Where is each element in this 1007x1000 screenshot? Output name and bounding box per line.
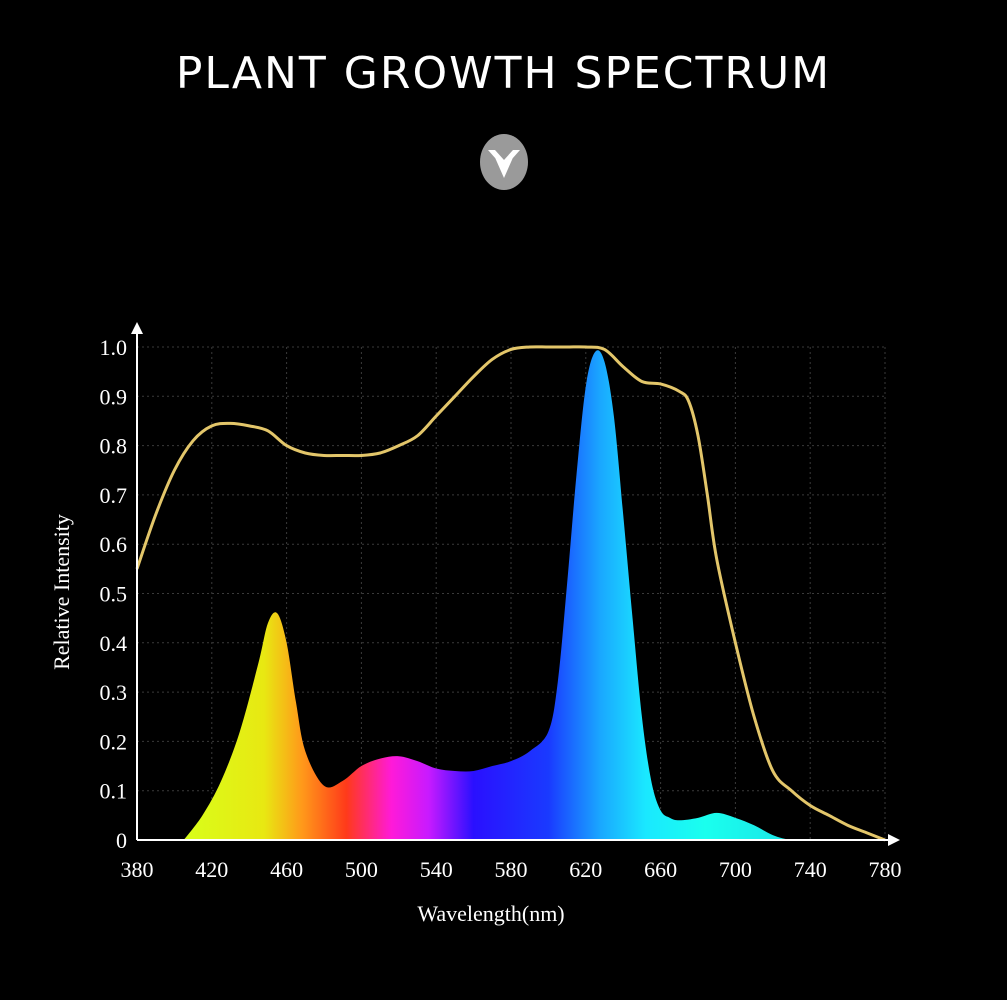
y-tick-label: 0.4 <box>100 631 128 656</box>
y-tick-label: 0.1 <box>100 779 128 804</box>
x-tick-label: 500 <box>345 857 378 882</box>
y-tick-label: 0.2 <box>100 729 128 754</box>
envelope-line-path <box>135 345 886 842</box>
tick-labels: 380 420 460 500 540 580 620 660 700 740 780 0 0.1 0.2… <box>100 335 902 882</box>
x-tick-label: 620 <box>569 857 602 882</box>
x-tick-label: 540 <box>420 857 453 882</box>
x-tick-label: 380 <box>121 857 154 882</box>
y-axis-title: Relative Intensity <box>49 514 74 670</box>
x-tick-label: 780 <box>869 857 902 882</box>
y-axis-arrow <box>131 322 143 334</box>
y-tick-label: 0.3 <box>100 680 128 705</box>
y-tick-label: 0.5 <box>100 582 128 607</box>
x-tick-label: 700 <box>719 857 752 882</box>
x-axis-arrow <box>888 834 900 846</box>
x-tick-label: 420 <box>195 857 228 882</box>
spectrum-area <box>183 350 848 841</box>
x-axis-title: Wavelength(nm) <box>417 901 564 926</box>
x-tick-label: 660 <box>644 857 677 882</box>
chevron-shape <box>488 150 520 178</box>
y-tick-label: 0 <box>116 828 127 853</box>
chevron-down-icon[interactable] <box>479 133 529 191</box>
axes <box>131 322 900 846</box>
envelope-line <box>135 345 886 842</box>
grid-lines <box>137 346 886 840</box>
y-tick-label: 1.0 <box>100 335 128 360</box>
y-tick-label: 0.9 <box>100 384 128 409</box>
page-title: PLANT GROWTH SPECTRUM <box>175 48 832 99</box>
x-tick-label: 460 <box>270 857 303 882</box>
y-tick-label: 0.7 <box>100 483 128 508</box>
y-tick-label: 0.6 <box>100 532 128 557</box>
x-tick-label: 740 <box>794 857 827 882</box>
y-tick-label: 0.8 <box>100 434 128 459</box>
x-tick-label: 580 <box>495 857 528 882</box>
spectrum-area-fill <box>183 350 848 841</box>
